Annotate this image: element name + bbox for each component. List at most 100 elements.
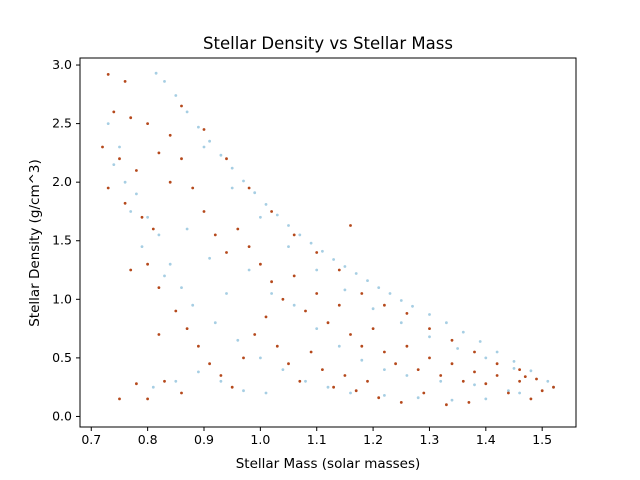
x-tick-label: 0.8 bbox=[138, 432, 158, 447]
data-point bbox=[478, 340, 482, 343]
data-point bbox=[219, 374, 223, 377]
data-point bbox=[219, 153, 223, 157]
data-point bbox=[118, 145, 121, 149]
data-point bbox=[484, 356, 488, 360]
data-point bbox=[394, 362, 397, 366]
data-point bbox=[473, 370, 476, 374]
data-point bbox=[428, 313, 431, 316]
data-point bbox=[461, 330, 465, 334]
data-point bbox=[383, 303, 386, 307]
data-point bbox=[208, 139, 212, 143]
data-point bbox=[287, 224, 290, 227]
data-point bbox=[242, 179, 245, 183]
data-point bbox=[157, 151, 161, 155]
data-point bbox=[518, 379, 521, 383]
x-tick-label: 1.3 bbox=[420, 432, 440, 447]
data-point bbox=[371, 327, 375, 330]
data-point bbox=[484, 382, 488, 386]
data-point bbox=[275, 344, 279, 348]
data-point bbox=[118, 157, 121, 161]
data-point bbox=[163, 379, 166, 383]
data-point bbox=[202, 128, 206, 131]
data-point bbox=[287, 245, 290, 249]
data-point bbox=[236, 227, 240, 231]
data-point bbox=[253, 333, 257, 336]
data-point bbox=[168, 180, 172, 184]
data-point bbox=[129, 210, 133, 213]
data-point bbox=[399, 299, 403, 302]
data-point bbox=[428, 356, 431, 360]
data-point bbox=[321, 249, 324, 253]
data-point bbox=[529, 397, 533, 401]
data-point bbox=[349, 224, 352, 227]
chart-title: Stellar Density vs Stellar Mass bbox=[203, 34, 453, 53]
data-point bbox=[135, 382, 138, 386]
data-point bbox=[416, 396, 420, 400]
data-point bbox=[354, 272, 358, 275]
data-point bbox=[337, 268, 341, 272]
data-point bbox=[191, 186, 195, 190]
plot-frame bbox=[79, 57, 577, 428]
data-point bbox=[236, 338, 240, 342]
data-point bbox=[225, 251, 228, 254]
data-point bbox=[230, 166, 234, 170]
data-point bbox=[135, 192, 138, 196]
data-point bbox=[270, 210, 273, 213]
data-point bbox=[315, 292, 319, 295]
data-point bbox=[354, 389, 358, 393]
data-point bbox=[315, 251, 319, 254]
data-point bbox=[321, 368, 324, 371]
data-point bbox=[174, 379, 178, 383]
data-point bbox=[366, 279, 369, 282]
data-point bbox=[129, 116, 133, 120]
data-point bbox=[371, 307, 375, 311]
data-point bbox=[540, 389, 544, 393]
data-point bbox=[523, 375, 527, 378]
data-point bbox=[154, 71, 158, 75]
data-point bbox=[123, 201, 127, 205]
data-point bbox=[106, 73, 110, 76]
y-axis-label: Stellar Density (g/cm^3) bbox=[27, 159, 43, 327]
data-point bbox=[337, 303, 341, 307]
data-point bbox=[180, 391, 183, 395]
data-point bbox=[185, 110, 189, 114]
data-point bbox=[326, 321, 330, 325]
data-point bbox=[467, 401, 471, 404]
data-point bbox=[208, 256, 212, 260]
data-point bbox=[230, 385, 234, 389]
data-point bbox=[416, 368, 420, 371]
data-point bbox=[428, 327, 431, 330]
data-point bbox=[360, 344, 364, 348]
data-point bbox=[174, 94, 178, 97]
data-point bbox=[304, 309, 307, 313]
data-point bbox=[106, 186, 110, 190]
data-point bbox=[281, 297, 285, 301]
data-point bbox=[163, 274, 166, 278]
data-point bbox=[473, 350, 476, 354]
x-axis-ticks: 0.7 0.8 0.9 1.0 1.1 1.2 1.3 1.4 1.5 bbox=[81, 427, 552, 447]
data-point bbox=[140, 245, 144, 249]
x-tick-label: 1.4 bbox=[476, 432, 496, 447]
data-point bbox=[247, 268, 251, 272]
data-point bbox=[140, 215, 144, 219]
data-point bbox=[118, 397, 121, 401]
data-point bbox=[202, 145, 206, 149]
data-point bbox=[512, 367, 516, 370]
data-point bbox=[101, 145, 104, 149]
data-point bbox=[332, 385, 335, 389]
data-point bbox=[332, 258, 335, 261]
data-point bbox=[242, 356, 245, 360]
data-point bbox=[106, 122, 110, 125]
x-tick-label: 0.7 bbox=[81, 432, 101, 447]
data-point bbox=[450, 362, 454, 366]
data-point bbox=[309, 241, 313, 245]
data-point bbox=[495, 350, 499, 354]
x-tick-label: 0.9 bbox=[194, 432, 214, 447]
data-point bbox=[377, 396, 381, 400]
y-tick-label: 2.0 bbox=[52, 174, 72, 189]
data-point bbox=[163, 80, 166, 83]
data-point bbox=[247, 186, 251, 190]
y-tick-label: 0.5 bbox=[52, 350, 72, 365]
data-point bbox=[366, 379, 369, 383]
data-point bbox=[343, 265, 347, 268]
